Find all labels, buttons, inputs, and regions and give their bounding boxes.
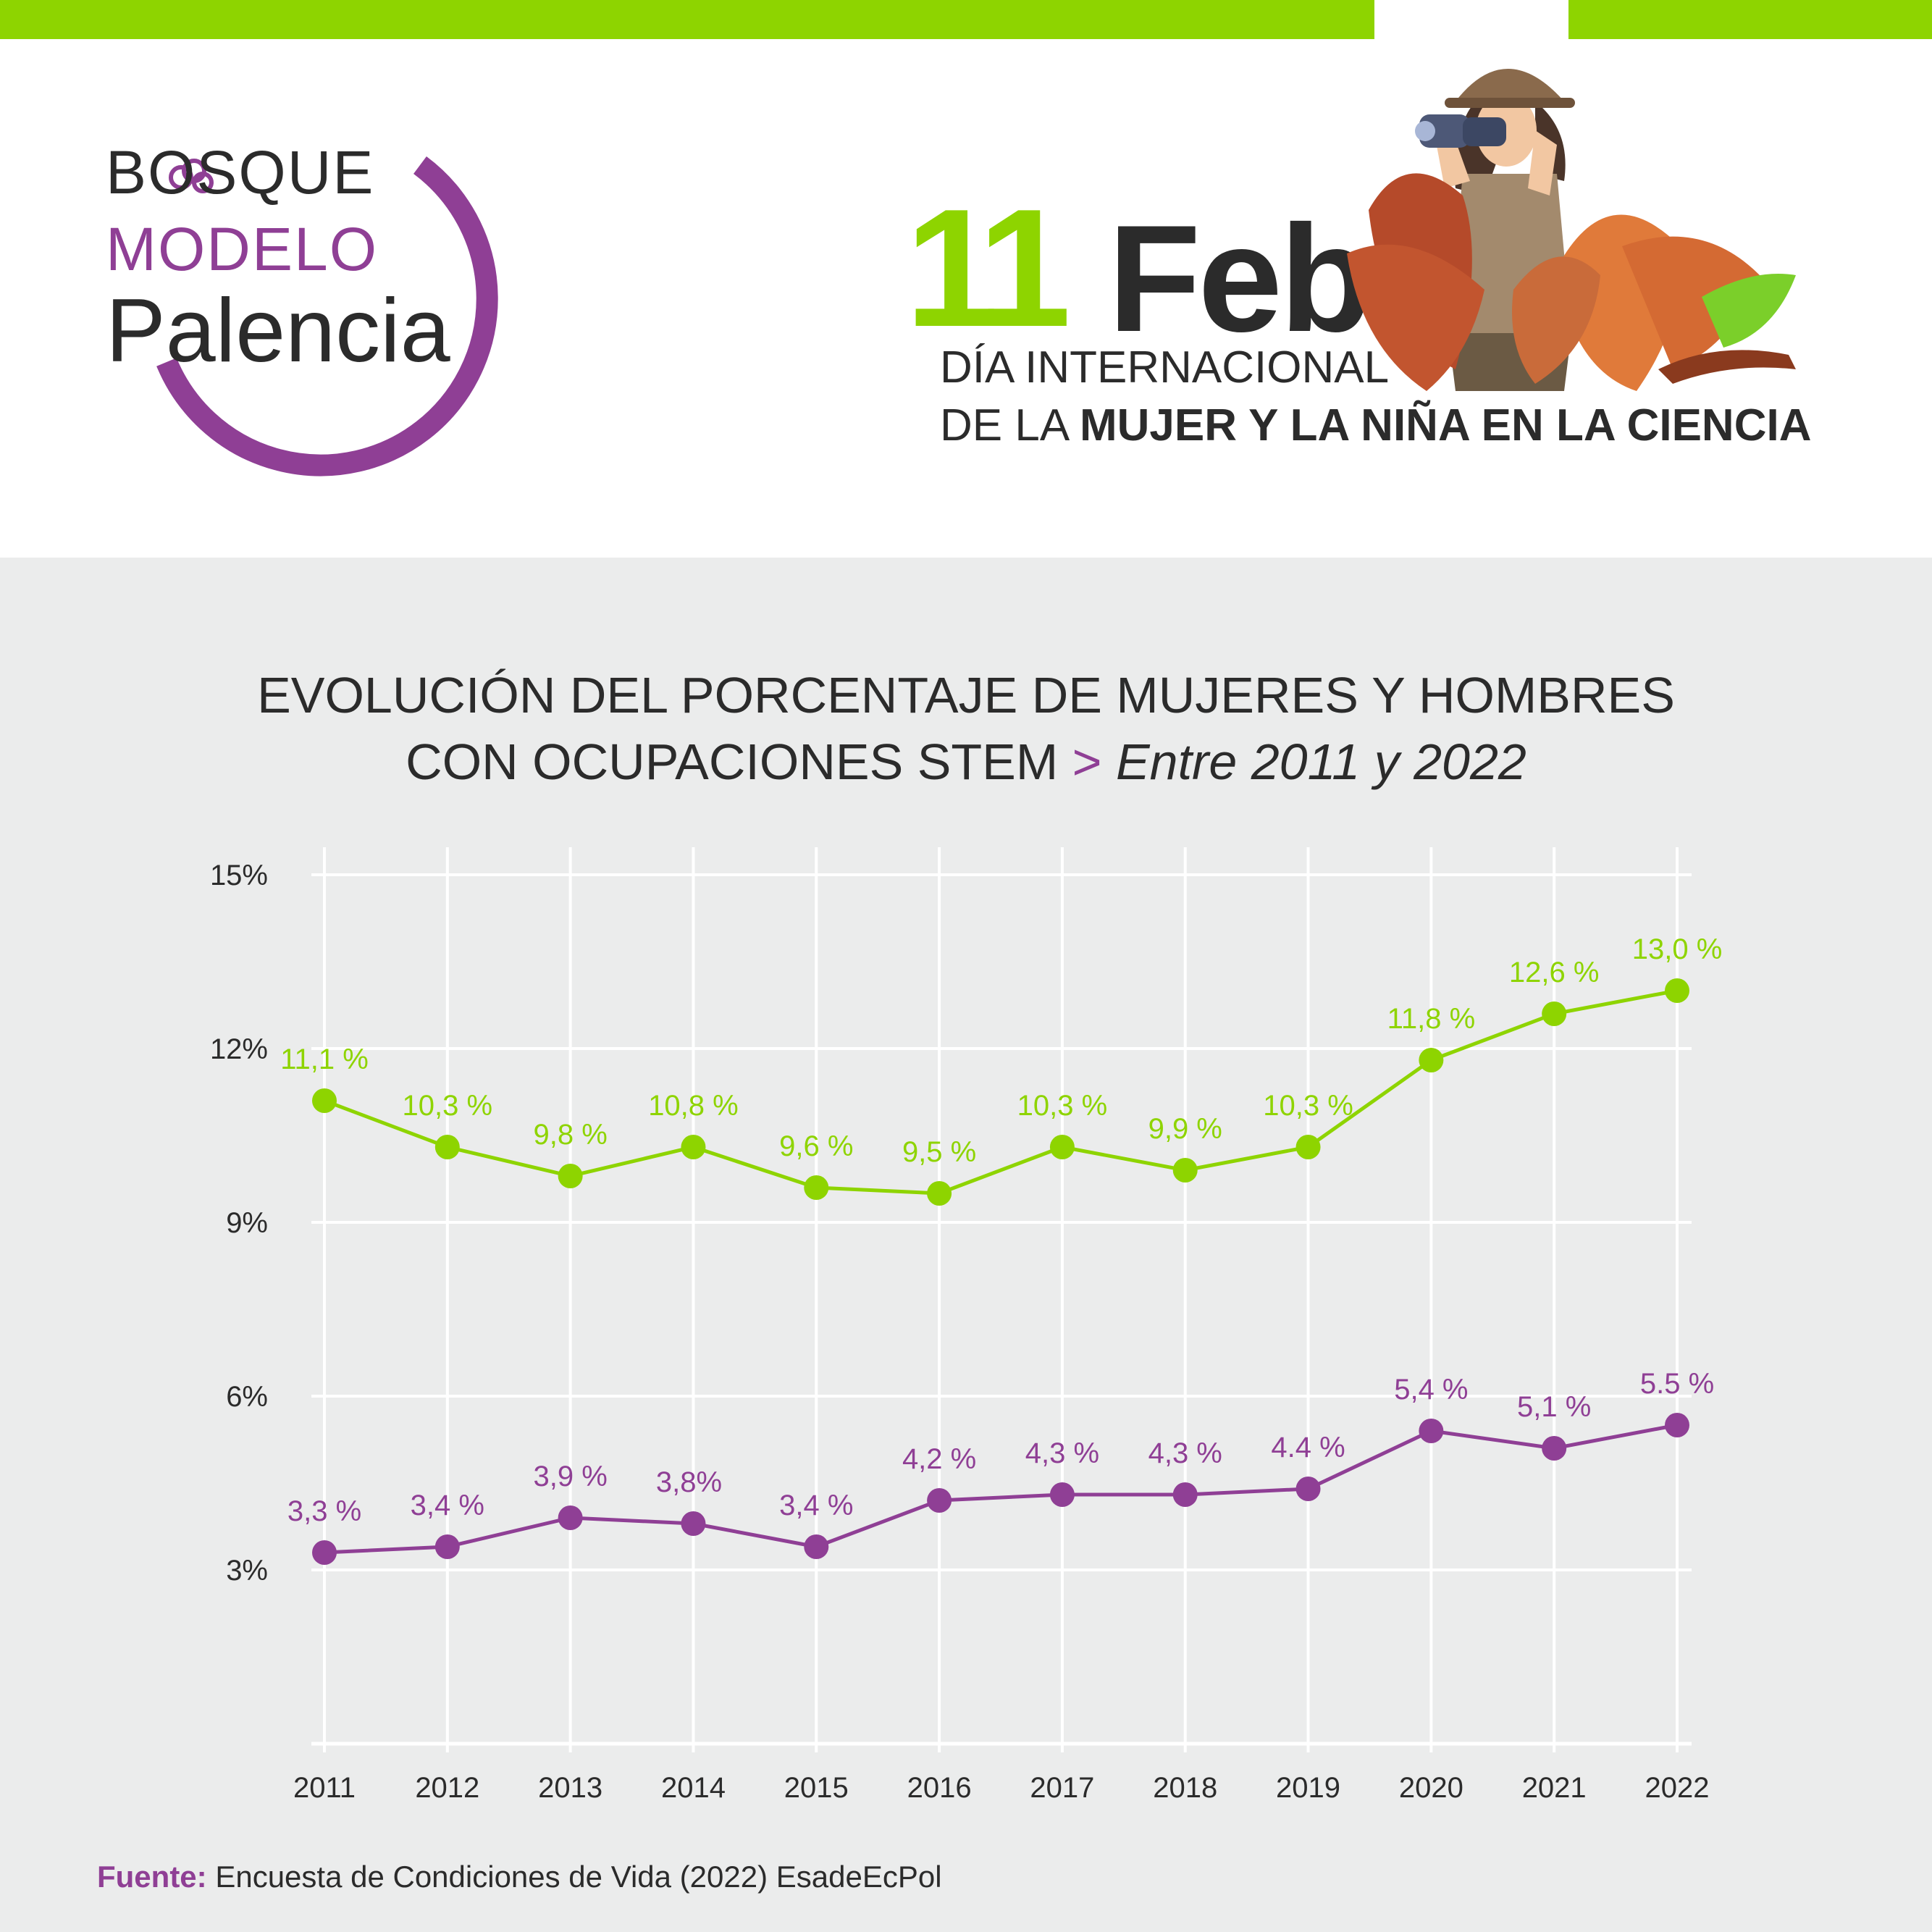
data-point: [804, 1175, 829, 1200]
data-label: 11,1 %: [280, 1043, 369, 1075]
cloud-tree-icon: [169, 159, 214, 193]
data-point: [1665, 978, 1689, 1003]
x-tick-label: 2019: [1276, 1772, 1340, 1804]
data-point: [681, 1135, 706, 1159]
x-tick-label: 2015: [784, 1772, 849, 1804]
event-title-line2-bold: MUJER Y LA NIÑA EN LA CIENCIA: [1080, 400, 1812, 450]
data-point: [927, 1488, 952, 1513]
data-label: 10,3 %: [1263, 1090, 1353, 1122]
data-point: [927, 1181, 952, 1206]
x-tick-label: 2011: [293, 1772, 356, 1804]
data-point: [1542, 1436, 1567, 1461]
data-label: 4.4 %: [1271, 1432, 1345, 1463]
woman-with-binoculars-illustration: [1347, 69, 1796, 391]
data-label: 4,2 %: [902, 1443, 976, 1475]
event-day: 11: [905, 175, 1071, 362]
content-panel: [0, 558, 1932, 1932]
y-tick-label: 9%: [226, 1207, 268, 1239]
x-tick-label: 2017: [1030, 1772, 1094, 1804]
x-tick-label: 2018: [1153, 1772, 1217, 1804]
series-line-1: [324, 1423, 1678, 1555]
source-label: Fuente:: [97, 1860, 207, 1894]
x-tick-label: 2012: [415, 1772, 479, 1804]
data-point: [1295, 1477, 1321, 1501]
data-label: 3,3 %: [287, 1495, 361, 1527]
data-label: 3,8%: [656, 1466, 722, 1498]
data-label: 13,0 %: [1632, 933, 1723, 965]
chart-title-line1: EVOLUCIÓN DEL PORCENTAJE DE MUJERES Y HO…: [257, 667, 1675, 723]
data-point: [558, 1505, 583, 1530]
event-title-line2: DE LA MUJER Y LA NIÑA EN LA CIENCIA: [940, 400, 1811, 451]
data-label: 11,8 %: [1387, 1003, 1476, 1035]
logo: BOSQUE MODELO Palencia: [94, 116, 529, 492]
y-tick-label: 6%: [226, 1381, 268, 1413]
data-point: [1665, 1413, 1689, 1437]
event-month: Feb: [1108, 193, 1372, 364]
chart-title-separator: >: [1072, 734, 1102, 790]
top-accent-bar: [0, 0, 1374, 39]
data-label: 3,9 %: [533, 1461, 607, 1492]
event-title-line1: DÍA INTERNACIONAL: [940, 343, 1390, 392]
logo-text-modelo: MODELO: [106, 215, 379, 283]
series-line-0: [324, 988, 1678, 1196]
chart-title-line2-main: CON OCUPACIONES STEM: [406, 734, 1072, 790]
data-label: 3,4 %: [779, 1490, 853, 1521]
data-label: 10,8 %: [648, 1090, 739, 1122]
data-label: 9,5 %: [902, 1136, 976, 1168]
data-point: [434, 1534, 460, 1559]
data-point: [1049, 1482, 1075, 1507]
data-point: [1049, 1135, 1075, 1159]
data-point: [681, 1511, 706, 1536]
data-label: 4,3 %: [1025, 1437, 1099, 1469]
data-label: 9,9 %: [1148, 1113, 1222, 1145]
data-label: 5,4 %: [1394, 1374, 1468, 1406]
x-tick-label: 2021: [1522, 1772, 1587, 1804]
data-point: [434, 1135, 460, 1159]
data-label: 4,3 %: [1148, 1437, 1222, 1469]
x-tick-label: 2013: [538, 1772, 602, 1804]
logo-text-bosque: BOSQUE: [106, 138, 375, 206]
source-note: Fuente: Encuesta de Condiciones de Vida …: [97, 1860, 942, 1894]
y-tick-label: 15%: [210, 860, 268, 891]
x-tick-label: 2022: [1645, 1772, 1710, 1804]
data-label: 10,3 %: [403, 1090, 493, 1122]
data-point: [1295, 1135, 1321, 1159]
x-tick-label: 2014: [661, 1772, 726, 1804]
chart-title-line2: CON OCUPACIONES STEM > Entre 2011 y 2022: [0, 733, 1932, 791]
data-point: [1542, 1001, 1567, 1026]
data-point: [804, 1534, 829, 1559]
data-point: [558, 1164, 583, 1188]
source-text: Encuesta de Condiciones de Vida (2022) E…: [206, 1860, 942, 1894]
data-point: [1172, 1158, 1198, 1183]
data-point: [312, 1540, 337, 1565]
y-tick-label: 12%: [210, 1033, 268, 1065]
data-point: [1419, 1419, 1444, 1443]
data-label: 3,4 %: [411, 1490, 484, 1521]
data-label: 10,3 %: [1017, 1090, 1108, 1122]
data-point: [312, 1088, 337, 1113]
data-label: 9,8 %: [533, 1119, 607, 1151]
top-accent-bar-right: [1568, 0, 1932, 39]
logo-ring-icon: [156, 156, 498, 476]
data-label: 5,1 %: [1517, 1391, 1591, 1423]
chart-title-range: Entre 2011 y 2022: [1101, 734, 1526, 790]
data-label: 12,6 %: [1509, 957, 1600, 988]
data-point: [1419, 1048, 1444, 1072]
logo-text-palencia: Palencia: [106, 281, 450, 381]
data-label: 9,6 %: [779, 1130, 853, 1162]
y-tick-label: 3%: [226, 1555, 268, 1587]
event-title-line2-prefix: DE LA: [940, 400, 1080, 450]
x-tick-label: 2020: [1399, 1772, 1463, 1804]
data-label: 5.5 %: [1640, 1368, 1714, 1400]
x-tick-label: 2016: [907, 1772, 972, 1804]
data-point: [1172, 1482, 1198, 1507]
